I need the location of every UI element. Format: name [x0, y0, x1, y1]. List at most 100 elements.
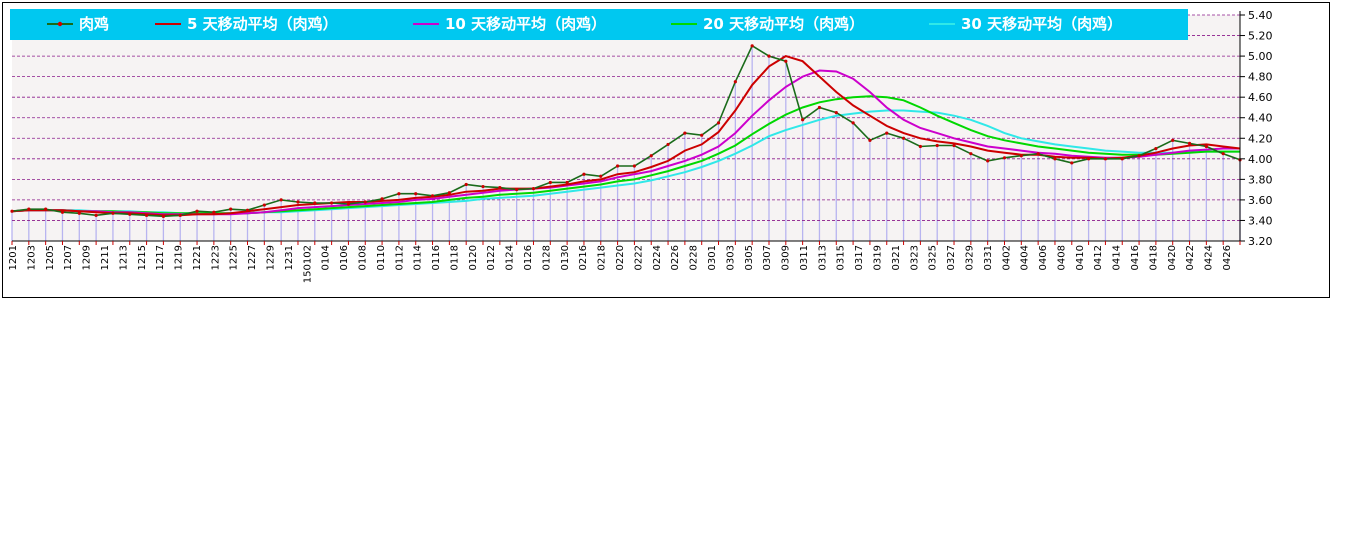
- data-point: [414, 192, 418, 196]
- data-point: [632, 164, 637, 168]
- data-point: [481, 184, 485, 189]
- data-point: [212, 210, 216, 214]
- data-point: [817, 105, 822, 110]
- x-tick-label: 0301: [707, 245, 718, 270]
- data-point: [901, 136, 906, 140]
- data-point: [834, 110, 838, 115]
- data-point: [27, 207, 31, 211]
- x-tick-label: 0110: [376, 245, 387, 270]
- data-point: [178, 213, 182, 217]
- data-point: [229, 207, 233, 211]
- data-point: [245, 208, 250, 212]
- x-tick-label: 150102: [302, 245, 313, 283]
- data-point: [599, 174, 603, 178]
- data-point: [380, 197, 384, 201]
- data-point: [1204, 144, 1208, 149]
- x-tick-label: 0114: [413, 245, 424, 270]
- x-tick-label: 0416: [1130, 245, 1141, 270]
- legend-label: 10 天移动平均（肉鸡）: [445, 15, 606, 33]
- x-tick-label: 0122: [486, 245, 497, 270]
- data-point: [447, 191, 451, 195]
- data-point: [666, 142, 670, 147]
- chart-frame: 3.20 3.40 3.60 3.80 4.00 4.20 4.40 4.60 4.80 5.00…: [2, 2, 1330, 298]
- x-tick-label: 0126: [523, 245, 534, 270]
- x-tick-label: 0319: [873, 245, 884, 270]
- data-point: [918, 144, 922, 149]
- legend-label: 30 天移动平均（肉鸡）: [961, 15, 1122, 33]
- data-point: [969, 152, 973, 156]
- series-line-0: [11, 44, 1241, 218]
- x-tick-label: 0120: [468, 245, 479, 270]
- data-point: [935, 143, 939, 148]
- data-point: [649, 154, 653, 158]
- x-tick-label: 0412: [1093, 245, 1104, 270]
- y-tick-label: 5.40: [1248, 9, 1273, 22]
- x-tick-label: 1229: [266, 245, 277, 270]
- x-tick-label: 0422: [1185, 245, 1196, 270]
- x-tick-label: 0228: [689, 245, 700, 270]
- data-point: [346, 202, 351, 206]
- x-tick-label: 0118: [449, 245, 460, 270]
- x-tick-label: 1209: [82, 245, 93, 270]
- x-tick-label: 0317: [854, 245, 865, 270]
- data-point: [1019, 154, 1023, 158]
- y-tick-label: 3.40: [1248, 214, 1273, 227]
- data-point: [296, 200, 300, 204]
- y-tick-label: 3.20: [1248, 235, 1273, 248]
- x-tick-label: 0414: [1112, 245, 1123, 270]
- data-point: [1103, 157, 1108, 161]
- plot-background: [12, 15, 1240, 241]
- x-tick-label: 0418: [1148, 245, 1159, 270]
- x-tick-label: 0222: [633, 245, 644, 270]
- legend-background: [10, 9, 1188, 40]
- x-tick-label: 0325: [928, 245, 939, 270]
- legend-label: 20 天移动平均（肉鸡）: [703, 15, 864, 33]
- data-point: [548, 180, 552, 185]
- x-tick-label: 1207: [63, 245, 74, 270]
- data-point: [1187, 141, 1192, 146]
- data-point: [262, 203, 266, 207]
- data-point: [144, 213, 149, 217]
- data-point: [60, 210, 65, 214]
- data-point: [397, 192, 401, 196]
- x-tick-label: 1219: [174, 245, 185, 270]
- y-tick-label: 3.80: [1248, 173, 1273, 186]
- data-point: [515, 188, 519, 192]
- data-point: [1171, 138, 1175, 142]
- series-lines: [10, 44, 1242, 218]
- x-tick-label: 0104: [321, 245, 332, 270]
- data-point: [1154, 146, 1158, 151]
- x-tick-label: 1221: [192, 245, 203, 270]
- axes: 3.20 3.40 3.60 3.80 4.00 4.20 4.40 4.60 4.80 5.00…: [8, 9, 1273, 283]
- data-point: [885, 131, 889, 135]
- y-tick-label: 4.60: [1248, 91, 1273, 104]
- x-tick-label: 0226: [670, 245, 681, 270]
- y-tick-label: 4.20: [1248, 132, 1273, 145]
- x-tick-label: 0305: [744, 245, 755, 270]
- x-tick-label: 0218: [597, 245, 608, 270]
- x-tick-label: 1213: [118, 245, 129, 270]
- x-tick-label: 1215: [137, 245, 148, 270]
- x-tick-label: 0426: [1222, 245, 1233, 270]
- data-point: [531, 187, 536, 191]
- data-point: [195, 209, 199, 213]
- x-tick-label: 0424: [1204, 245, 1215, 270]
- x-tick-label: 0420: [1167, 245, 1178, 270]
- data-point: [683, 131, 687, 135]
- data-point: [582, 172, 586, 176]
- x-tick-label: 1211: [100, 245, 111, 270]
- x-tick-label: 0313: [817, 245, 828, 270]
- y-tick-label: 4.00: [1248, 153, 1273, 166]
- data-point: [700, 133, 704, 137]
- data-point: [716, 121, 721, 125]
- x-tick-label: 1225: [229, 245, 240, 270]
- x-tick-label: 0303: [725, 245, 736, 270]
- data-point: [733, 80, 737, 84]
- x-tick-label: 0321: [891, 245, 902, 270]
- x-tick-label: 0124: [505, 245, 516, 270]
- data-point: [801, 118, 805, 122]
- y-tick-label: 4.40: [1248, 112, 1273, 125]
- y-tick-label: 5.00: [1248, 50, 1273, 63]
- x-tick-label: 0329: [964, 245, 975, 270]
- x-tick-label: 1217: [155, 245, 166, 270]
